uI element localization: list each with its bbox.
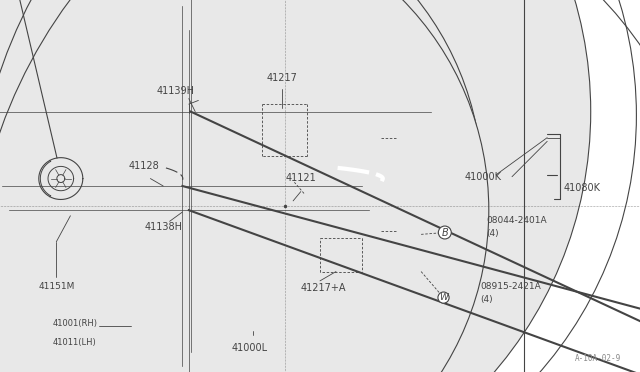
- Text: 08915-2421A: 08915-2421A: [480, 282, 541, 291]
- Text: 41011(LH): 41011(LH): [53, 338, 97, 347]
- Bar: [304, 193, 421, 327]
- Circle shape: [0, 0, 591, 372]
- Text: (4): (4): [486, 229, 499, 238]
- Text: 41000L: 41000L: [232, 343, 268, 353]
- Bar: [131, 41, 381, 331]
- Text: 41217: 41217: [266, 73, 297, 83]
- Text: 41138H: 41138H: [144, 222, 182, 232]
- Text: 41001(RH): 41001(RH): [53, 319, 98, 328]
- Text: 08044-2401A: 08044-2401A: [486, 216, 547, 225]
- Text: 41217+A: 41217+A: [300, 283, 346, 293]
- Text: 41128: 41128: [129, 161, 159, 170]
- Text: (4): (4): [480, 295, 493, 304]
- Text: B: B: [442, 228, 448, 237]
- Text: 41151M: 41151M: [38, 282, 74, 291]
- Text: 41080K: 41080K: [563, 183, 600, 193]
- Circle shape: [0, 0, 489, 372]
- Text: 41139H: 41139H: [157, 86, 195, 96]
- Text: A-10A-02-9: A-10A-02-9: [575, 355, 621, 363]
- Text: W: W: [439, 293, 448, 302]
- Text: 41000K: 41000K: [465, 172, 502, 182]
- Circle shape: [0, 0, 483, 372]
- Bar: [396, 20, 547, 203]
- Text: 41121: 41121: [285, 173, 316, 183]
